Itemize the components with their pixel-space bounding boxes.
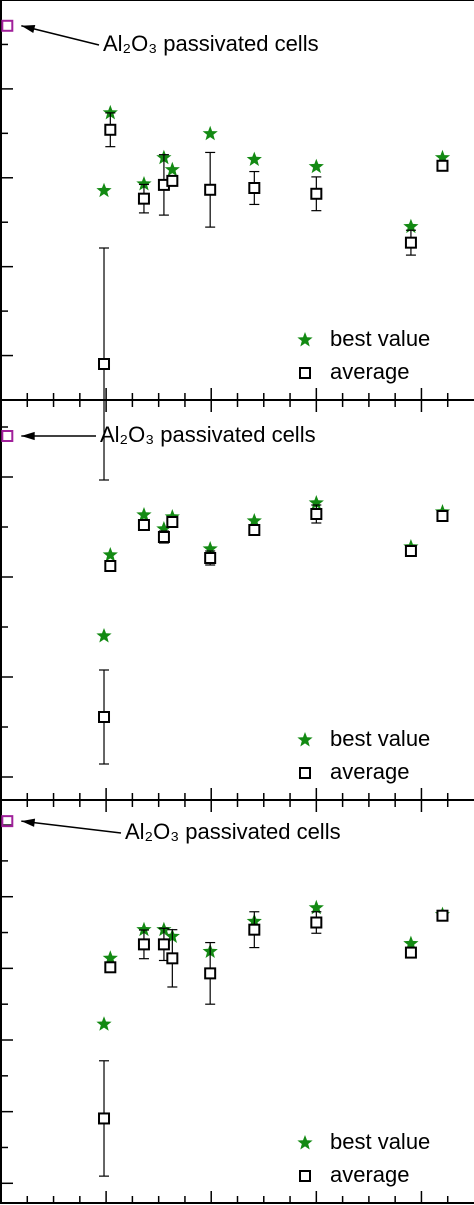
square-point: [104, 123, 117, 136]
star-point: [246, 151, 262, 166]
star-point: [202, 541, 218, 556]
square-point: [248, 524, 261, 536]
star-point: [434, 149, 451, 165]
annotation-arrow: [21, 820, 122, 834]
square-point: [104, 560, 117, 572]
star-point: [96, 182, 112, 198]
square-point: [204, 183, 217, 196]
star-point: [308, 495, 324, 510]
star-point: [403, 935, 419, 951]
square-point: [310, 508, 323, 520]
reference-point: [1, 430, 14, 442]
square-point: [204, 967, 217, 980]
legend-marker: [299, 1170, 311, 1182]
legend-label: average: [330, 759, 410, 784]
square-point: [248, 923, 261, 936]
star-point: [136, 507, 152, 522]
arrow-head: [21, 431, 35, 441]
arrow-head: [21, 24, 36, 34]
square-point: [157, 531, 170, 543]
star-point: [308, 899, 324, 915]
square-point: [404, 236, 417, 249]
legend-label: average: [330, 359, 410, 384]
square-point: [98, 711, 111, 723]
annotation: Al₂O₃ passivated cells: [100, 422, 316, 447]
square-point: [98, 358, 111, 370]
square-point: [137, 519, 150, 531]
square-point: [157, 938, 170, 951]
legend-marker: [297, 732, 313, 747]
square-point: [166, 174, 179, 187]
square-point: [310, 187, 323, 200]
square-point: [436, 159, 449, 172]
square-point: [436, 909, 449, 922]
star-point: [202, 125, 218, 141]
star-point: [102, 950, 118, 965]
square-point: [137, 938, 150, 951]
square-point: [436, 510, 449, 522]
square-point: [310, 916, 323, 929]
square-point: [204, 552, 217, 564]
star-point: [96, 1016, 112, 1031]
legend-label: average: [330, 1162, 410, 1187]
square-point: [404, 545, 417, 557]
square-point: [166, 952, 179, 965]
plot-frame: [0, 799, 474, 1204]
square-point: [98, 1112, 111, 1125]
square-point: [137, 192, 150, 205]
square-point: [248, 182, 261, 194]
star-point: [136, 176, 152, 191]
legend-label: best value: [330, 326, 430, 351]
star-point: [308, 158, 324, 174]
star-point: [102, 547, 118, 562]
star-point: [102, 104, 118, 120]
reference-point: [1, 815, 14, 828]
square-point: [104, 961, 117, 974]
reference-point: [1, 19, 14, 32]
star-point: [156, 521, 172, 536]
star-point: [403, 218, 419, 234]
star-point: [136, 921, 152, 937]
annotation: Al₂O₃ passivated cells: [125, 819, 341, 844]
legend-marker: [299, 767, 311, 779]
star-point: [96, 628, 112, 643]
arrow-head: [21, 818, 36, 827]
legend-label: best value: [330, 726, 430, 751]
star-point: [164, 161, 180, 177]
legend-marker: [297, 332, 313, 347]
legend-label: best value: [330, 1129, 430, 1154]
square-point: [166, 516, 179, 528]
annotation: Al₂O₃ passivated cells: [103, 31, 319, 56]
legend-marker: [297, 1135, 313, 1150]
star-point: [246, 513, 262, 528]
square-point: [404, 946, 417, 959]
legend-marker: [299, 367, 311, 379]
